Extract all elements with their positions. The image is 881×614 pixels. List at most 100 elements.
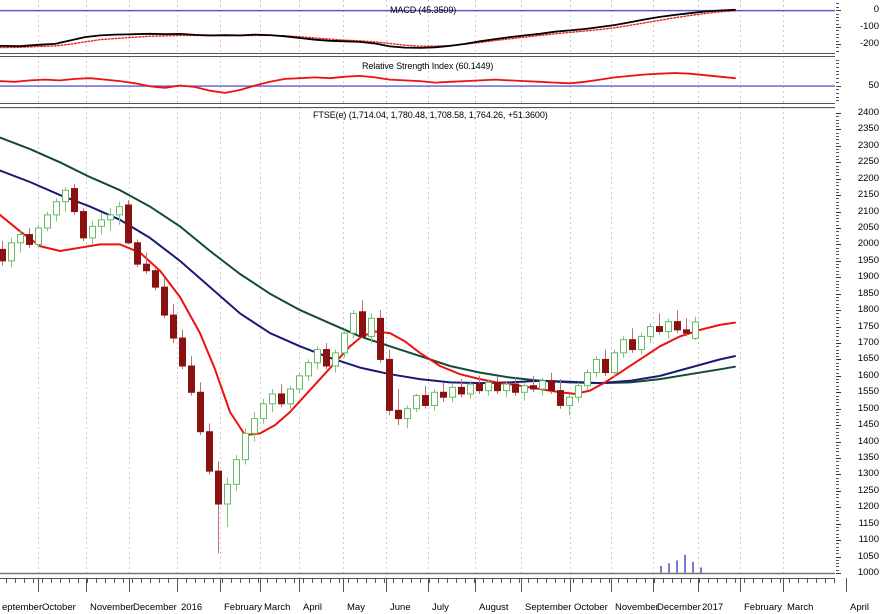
x-month-separator — [740, 578, 741, 592]
x-axis-label: April — [303, 602, 323, 613]
y-tick-minor — [836, 47, 839, 49]
candle-body — [188, 365, 195, 393]
candle-body — [386, 358, 393, 411]
x-tick — [357, 578, 358, 583]
x-tick — [96, 578, 97, 583]
y-tick-minor — [836, 389, 839, 390]
y-tick-minor — [836, 172, 839, 174]
price-y-label: 2400 — [857, 107, 879, 118]
price-y-label: 1550 — [857, 386, 879, 398]
x-month-separator — [570, 578, 571, 592]
x-tick — [834, 578, 835, 583]
y-tick-minor — [836, 85, 839, 87]
candle-body — [611, 352, 618, 374]
candle-body — [431, 391, 438, 406]
y-tick-minor — [836, 122, 839, 124]
x-axis-label: 2017 — [702, 602, 724, 613]
x-axis-label: June — [390, 602, 411, 613]
y-tick-minor — [836, 3, 839, 5]
candle-body — [89, 225, 96, 239]
x-tick — [339, 578, 340, 583]
y-tick-minor — [836, 536, 839, 538]
candle-body — [602, 358, 609, 374]
y-tick-minor — [836, 175, 839, 177]
x-month-separator — [653, 578, 654, 592]
y-tick-minor — [836, 214, 839, 216]
y-tick-minor — [836, 205, 839, 206]
x-tick — [780, 578, 781, 583]
y-tick-minor — [836, 461, 839, 463]
x-axis-label: 2016 — [181, 602, 203, 613]
x-tick — [69, 578, 70, 583]
price-y-label: 2300 — [857, 139, 879, 151]
x-tick — [492, 578, 493, 583]
x-month-separator — [343, 578, 344, 592]
y-tick-minor — [836, 74, 839, 76]
x-tick — [195, 578, 196, 583]
y-tick-minor — [836, 494, 839, 496]
x-tick — [528, 578, 529, 583]
y-tick-minor — [836, 530, 839, 532]
candle-body — [71, 188, 78, 213]
x-tick — [537, 578, 538, 583]
x-tick — [177, 578, 178, 583]
x-tick — [699, 578, 700, 583]
x-tick — [564, 578, 565, 583]
y-tick-minor — [836, 185, 839, 187]
candle-body — [692, 321, 699, 339]
candle-body — [665, 321, 672, 332]
candle-body — [224, 483, 231, 505]
volume-bar — [660, 566, 662, 573]
y-tick-minor — [836, 297, 839, 298]
price-y-label: 1350 — [857, 452, 879, 463]
x-tick — [672, 578, 673, 583]
macd-y-label: -100 — [859, 21, 879, 32]
y-tick — [836, 162, 841, 164]
y-tick-minor — [836, 543, 839, 545]
y-tick-minor — [836, 339, 839, 341]
x-tick — [591, 578, 592, 583]
y-tick — [836, 375, 841, 377]
x-month-separator — [177, 578, 178, 592]
y-tick-minor — [836, 152, 839, 154]
x-month-separator — [521, 578, 522, 592]
y-tick-minor — [836, 92, 839, 94]
y-tick-minor — [836, 362, 839, 364]
x-tick — [501, 578, 502, 583]
x-tick — [24, 578, 25, 583]
x-month-separator — [475, 578, 476, 592]
y-tick-minor — [836, 10, 839, 12]
y-tick-minor — [836, 43, 839, 45]
y-tick-minor — [836, 37, 839, 39]
x-tick — [231, 578, 232, 583]
candle-body — [521, 385, 528, 393]
y-tick-minor — [836, 264, 839, 266]
y-tick — [836, 277, 841, 279]
candle-body — [143, 263, 150, 272]
y-tick-minor — [836, 559, 839, 561]
candle-body — [683, 329, 690, 334]
x-tick — [249, 578, 250, 583]
y-tick-minor — [836, 372, 839, 374]
price-y-label: 1800 — [857, 304, 879, 316]
y-tick — [836, 260, 841, 262]
y-tick-minor — [836, 30, 839, 32]
price-y-label: 1700 — [857, 337, 879, 348]
y-tick-minor — [836, 78, 839, 80]
y-tick-minor — [836, 418, 839, 420]
candle-body — [8, 242, 15, 262]
x-tick — [159, 578, 160, 583]
x-axis-label: October — [42, 602, 76, 613]
x-tick — [285, 578, 286, 583]
candle-body — [530, 385, 537, 390]
price-y-label: 2050 — [857, 222, 879, 233]
x-tick — [582, 578, 583, 583]
price-y-label: 1650 — [857, 353, 879, 365]
y-tick-minor — [836, 6, 839, 8]
y-tick — [836, 343, 841, 344]
price-y-label: 2100 — [857, 205, 879, 217]
y-tick-minor — [836, 346, 839, 348]
y-tick-minor — [836, 224, 839, 226]
price-y-label: 1300 — [857, 468, 879, 480]
y-tick-minor — [836, 369, 839, 371]
